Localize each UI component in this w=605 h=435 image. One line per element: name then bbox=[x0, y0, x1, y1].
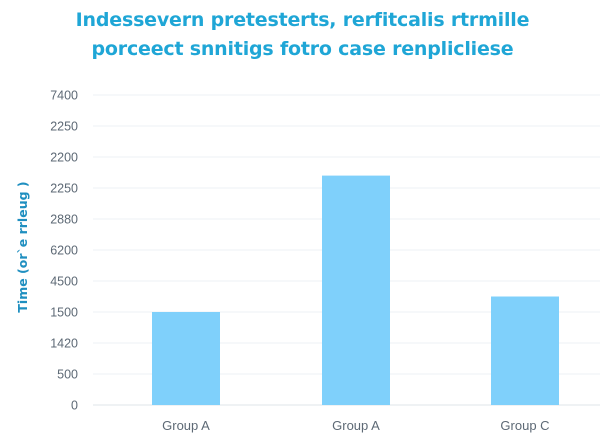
x-tick-label: Group A bbox=[162, 418, 210, 433]
y-tick-label: 500 bbox=[57, 368, 78, 382]
y-tick-label: 2250 bbox=[50, 120, 78, 134]
x-tick-label: Group C bbox=[500, 418, 549, 433]
bar bbox=[322, 175, 390, 405]
x-axis-ticks: Group A Group A Group C bbox=[162, 418, 549, 433]
bar bbox=[491, 296, 559, 405]
y-tick-label: 2200 bbox=[50, 151, 78, 165]
y-tick-label: 1420 bbox=[50, 337, 78, 351]
y-tick-label: 2250 bbox=[50, 182, 78, 196]
y-axis-ticks: 0 500 1420 1500 4500 6200 2880 2250 2200 2250 7400 bbox=[50, 89, 78, 413]
y-tick-label: 0 bbox=[71, 399, 78, 413]
y-axis-title: Time (or`e rrleug ) bbox=[15, 181, 30, 312]
chart-title-block: Indessevern pretesterts, rerfitcalis rtr… bbox=[0, 6, 605, 64]
y-tick-label: 1500 bbox=[50, 306, 78, 320]
chart-subtitle: porceect snnitigs fotro case renpliclies… bbox=[91, 38, 514, 60]
y-tick-label: 2880 bbox=[50, 213, 78, 227]
y-tick-label: 4500 bbox=[50, 275, 78, 289]
x-tick-label: Group A bbox=[332, 418, 380, 433]
bars bbox=[152, 175, 559, 405]
y-tick-label: 6200 bbox=[50, 244, 78, 258]
bar bbox=[152, 312, 220, 405]
chart-title: Indessevern pretesterts, rerfitcalis rtr… bbox=[75, 9, 530, 31]
y-tick-label: 7400 bbox=[50, 89, 78, 103]
